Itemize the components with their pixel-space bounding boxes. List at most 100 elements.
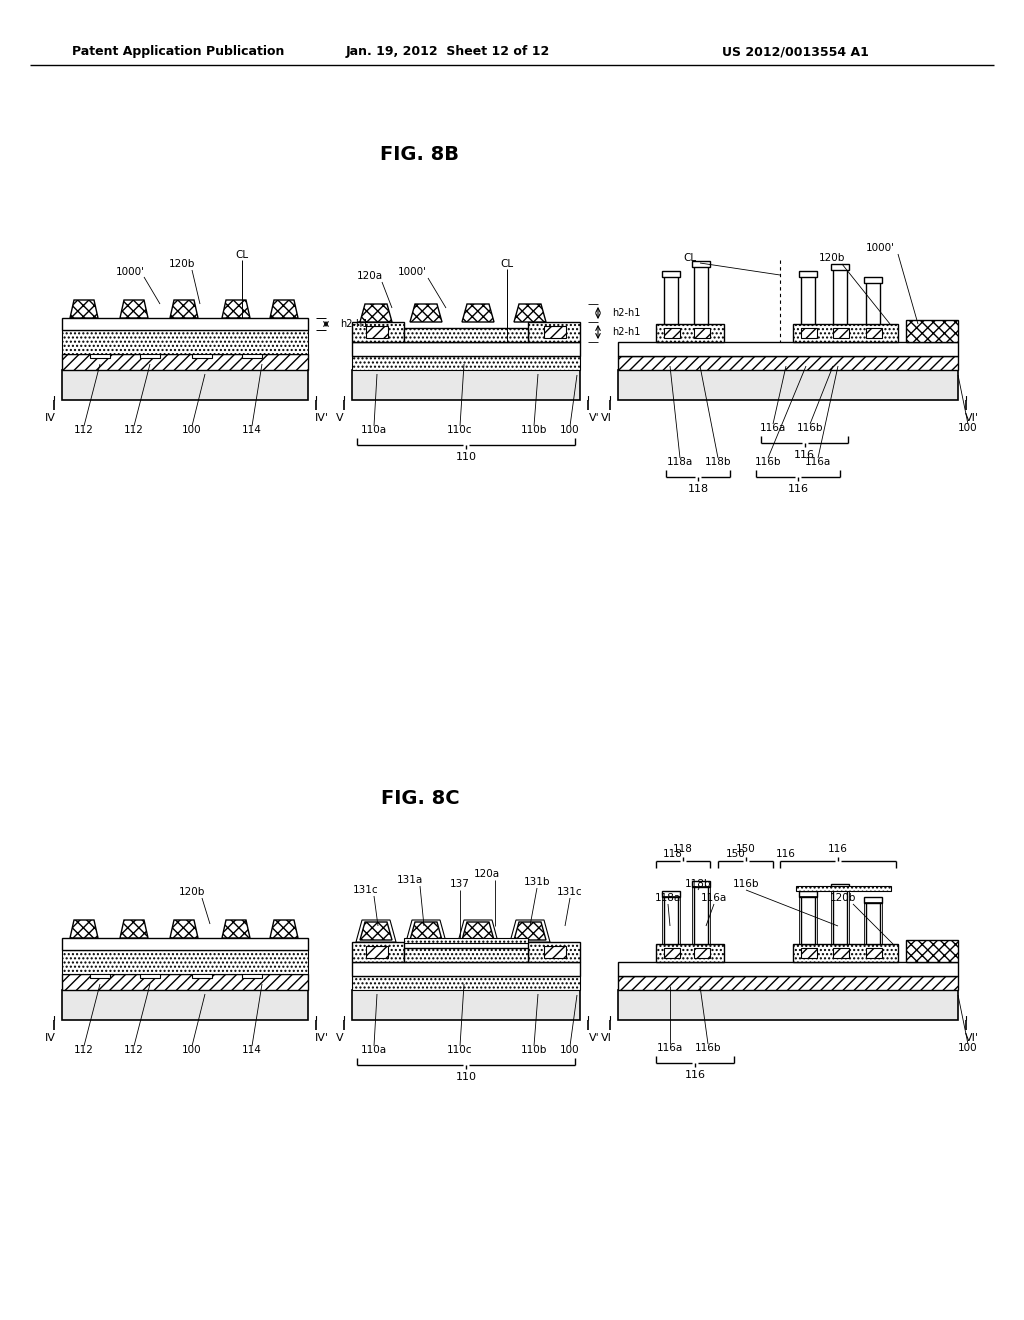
Bar <box>193 348 212 358</box>
Bar <box>694 948 710 958</box>
Text: 110b: 110b <box>521 1045 547 1055</box>
Text: 116: 116 <box>787 484 809 494</box>
Bar <box>656 944 724 962</box>
Text: 116a: 116a <box>805 457 831 467</box>
Bar <box>866 948 882 958</box>
Bar <box>404 327 528 342</box>
Bar <box>799 896 817 944</box>
Bar <box>352 370 580 400</box>
Text: CL: CL <box>683 253 696 263</box>
Text: V: V <box>336 413 344 422</box>
Text: 110c: 110c <box>447 425 473 436</box>
Text: 118a: 118a <box>655 894 681 903</box>
Polygon shape <box>170 300 198 318</box>
Text: 120b: 120b <box>819 253 845 263</box>
Bar <box>864 898 882 903</box>
Polygon shape <box>410 921 442 940</box>
Text: 112: 112 <box>74 1045 94 1055</box>
Text: 1000': 1000' <box>116 267 144 277</box>
Text: VI: VI <box>600 413 611 422</box>
Text: 131c: 131c <box>557 887 583 898</box>
Bar <box>694 886 708 944</box>
Polygon shape <box>458 920 498 942</box>
Polygon shape <box>462 304 494 322</box>
Text: 110b: 110b <box>521 425 547 436</box>
Bar <box>352 975 580 990</box>
Text: 118b: 118b <box>685 879 712 888</box>
Polygon shape <box>170 920 198 939</box>
Bar <box>799 891 817 898</box>
Bar <box>866 327 882 338</box>
Text: 131b: 131b <box>523 876 550 887</box>
Text: 100: 100 <box>182 1045 202 1055</box>
Bar <box>193 968 212 978</box>
Bar <box>694 267 708 323</box>
Bar <box>352 962 580 975</box>
Text: h2-h1: h2-h1 <box>611 327 640 337</box>
Text: 116b: 116b <box>694 1043 721 1053</box>
Text: 118: 118 <box>687 484 709 494</box>
Text: 1000': 1000' <box>865 243 895 253</box>
Bar <box>528 322 580 342</box>
Bar <box>544 326 566 338</box>
Bar <box>831 264 849 271</box>
Polygon shape <box>406 920 446 942</box>
Polygon shape <box>356 920 396 942</box>
Bar <box>544 946 566 958</box>
Text: VI': VI' <box>965 413 979 422</box>
Text: 100: 100 <box>560 425 580 436</box>
Text: 116: 116 <box>794 450 815 459</box>
Bar <box>62 950 308 974</box>
Polygon shape <box>120 920 148 939</box>
Text: 114: 114 <box>242 425 262 436</box>
Text: 131a: 131a <box>397 875 423 884</box>
Text: 118a: 118a <box>667 457 693 467</box>
Bar <box>366 946 388 958</box>
Bar <box>662 271 680 277</box>
Bar <box>404 939 528 942</box>
Bar <box>692 886 710 944</box>
Text: 110a: 110a <box>360 425 387 436</box>
Text: 120b: 120b <box>179 887 205 898</box>
Text: 150: 150 <box>735 843 756 854</box>
Bar <box>831 884 849 890</box>
Text: 120a: 120a <box>474 869 500 879</box>
Text: 100: 100 <box>958 422 978 433</box>
Text: 116a: 116a <box>760 422 786 433</box>
Bar <box>618 990 958 1020</box>
Polygon shape <box>222 300 250 318</box>
Text: 100: 100 <box>182 425 202 436</box>
Bar <box>618 356 958 370</box>
Text: 110: 110 <box>456 1072 476 1082</box>
Bar <box>833 948 849 958</box>
Text: 120b: 120b <box>169 259 196 269</box>
Bar <box>62 974 308 990</box>
Text: h2-h1: h2-h1 <box>340 319 369 329</box>
Bar <box>864 902 882 944</box>
Bar <box>662 896 680 944</box>
Bar <box>793 944 898 962</box>
Text: 150: 150 <box>726 849 745 859</box>
Text: IV': IV' <box>315 1034 329 1043</box>
Text: 114: 114 <box>242 1045 262 1055</box>
Bar <box>62 354 308 370</box>
Polygon shape <box>514 921 546 940</box>
Polygon shape <box>222 920 250 939</box>
Text: 110a: 110a <box>360 1045 387 1055</box>
Bar <box>62 330 308 354</box>
Bar <box>793 323 898 342</box>
Polygon shape <box>70 300 98 318</box>
Text: 120a: 120a <box>357 271 383 281</box>
Text: 116a: 116a <box>700 894 727 903</box>
Polygon shape <box>70 920 98 939</box>
Text: 118: 118 <box>673 843 693 854</box>
Bar <box>90 968 110 978</box>
Bar <box>140 348 160 358</box>
Bar <box>242 348 262 358</box>
Text: CL: CL <box>501 259 514 269</box>
Text: US 2012/0013554 A1: US 2012/0013554 A1 <box>722 45 868 58</box>
Bar <box>801 896 815 944</box>
Text: 116: 116 <box>776 849 796 859</box>
Text: 1000': 1000' <box>397 267 427 277</box>
Text: 110: 110 <box>456 451 476 462</box>
